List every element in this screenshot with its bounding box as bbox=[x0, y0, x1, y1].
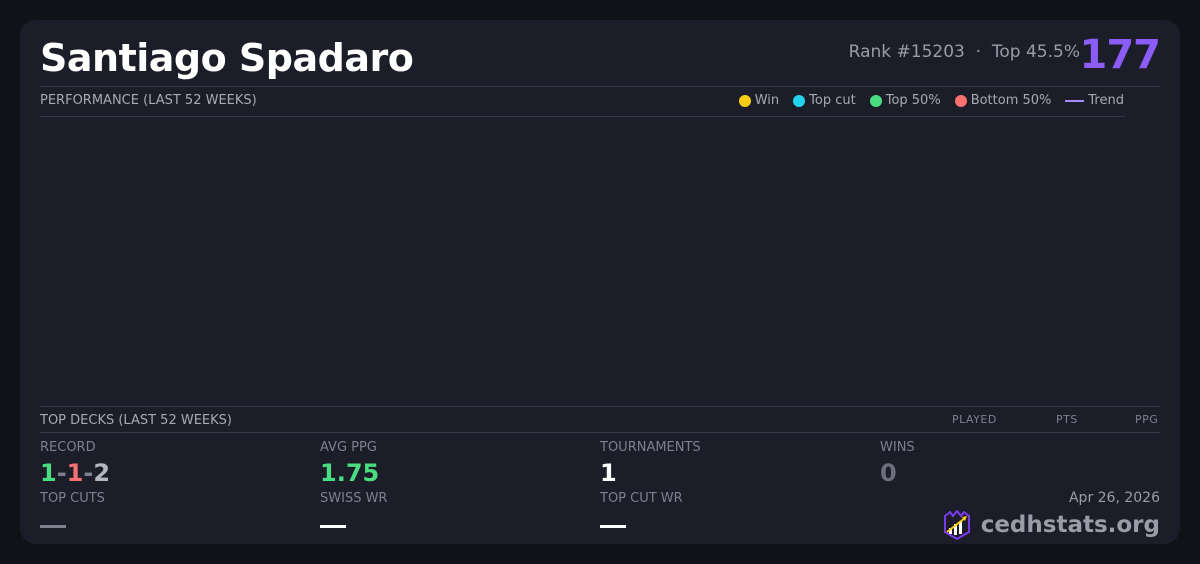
record-label: RECORD bbox=[40, 440, 96, 455]
sep: - bbox=[56, 459, 67, 487]
legend-label: Top cut bbox=[809, 93, 856, 108]
top-cuts-label: TOP CUTS bbox=[40, 491, 105, 506]
divider bbox=[40, 116, 1125, 117]
divider bbox=[40, 86, 1160, 87]
record-wins: 1 bbox=[40, 459, 57, 487]
legend-win: Win bbox=[738, 93, 780, 108]
legend-label: Win bbox=[754, 93, 780, 108]
top-percent: Top 45.5% bbox=[991, 42, 1080, 62]
sep: - bbox=[83, 459, 94, 487]
player-name: Santiago Spadaro bbox=[40, 36, 414, 80]
brand-name: cedhstats.org bbox=[980, 512, 1160, 538]
legend-top-cut: Top cut bbox=[793, 93, 856, 108]
cedhstats-logo-icon bbox=[943, 510, 970, 540]
legend-trend: Trend bbox=[1065, 93, 1124, 108]
wins-label: WINS bbox=[880, 440, 915, 455]
top-cut-wr-empty-dash bbox=[600, 525, 626, 528]
top-cuts-empty-dash bbox=[40, 525, 66, 528]
win-dot-icon bbox=[738, 94, 751, 107]
score: 177 bbox=[1079, 32, 1161, 78]
avg-ppg-value: 1.75 bbox=[320, 459, 380, 487]
separator: · bbox=[975, 42, 982, 62]
col-pts: PTS bbox=[1056, 413, 1078, 426]
swiss-wr-label: SWISS WR bbox=[320, 491, 388, 506]
legend-label: Trend bbox=[1088, 93, 1124, 108]
col-ppg: PPG bbox=[1135, 413, 1159, 426]
date: Apr 26, 2026 bbox=[1068, 490, 1160, 506]
performance-chart-area bbox=[40, 117, 1125, 406]
legend-label: Top 50% bbox=[885, 93, 941, 108]
record-draws: 2 bbox=[93, 459, 111, 487]
wins-value: 0 bbox=[880, 459, 897, 487]
top-cut-dot-icon bbox=[793, 94, 806, 107]
tournaments-value: 1 bbox=[600, 459, 617, 487]
top-decks-label: TOP DECKS (LAST 52 WEEKS) bbox=[40, 413, 232, 428]
divider bbox=[40, 432, 1160, 433]
tournaments-label: TOURNAMENTS bbox=[600, 440, 701, 455]
brand: cedhstats.org bbox=[943, 510, 1160, 540]
swiss-wr-empty-dash bbox=[320, 525, 346, 528]
legend-label: Bottom 50% bbox=[970, 93, 1052, 108]
col-played: PLAYED bbox=[952, 413, 997, 426]
trend-line-icon bbox=[1065, 99, 1085, 102]
rank: Rank #15203 bbox=[848, 42, 965, 62]
player-card: Santiago Spadaro Rank #15203 · Top 45.5%… bbox=[20, 20, 1180, 544]
legend-top-50: Top 50% bbox=[869, 93, 941, 108]
top-50-dot-icon bbox=[869, 94, 882, 107]
legend-bottom-50: Bottom 50% bbox=[954, 93, 1052, 108]
chart-legend: Win Top cut Top 50% Bottom 50% Trend bbox=[738, 93, 1124, 108]
rank-info: Rank #15203 · Top 45.5% bbox=[849, 42, 1080, 62]
avg-ppg-label: AVG PPG bbox=[320, 440, 377, 455]
divider bbox=[40, 406, 1160, 407]
record-losses: 1 bbox=[66, 459, 84, 487]
bottom-50-dot-icon bbox=[954, 94, 967, 107]
record-value: 1-1-2 bbox=[40, 459, 110, 487]
performance-label: PERFORMANCE (LAST 52 WEEKS) bbox=[40, 93, 257, 108]
top-cut-wr-label: TOP CUT WR bbox=[600, 491, 683, 506]
